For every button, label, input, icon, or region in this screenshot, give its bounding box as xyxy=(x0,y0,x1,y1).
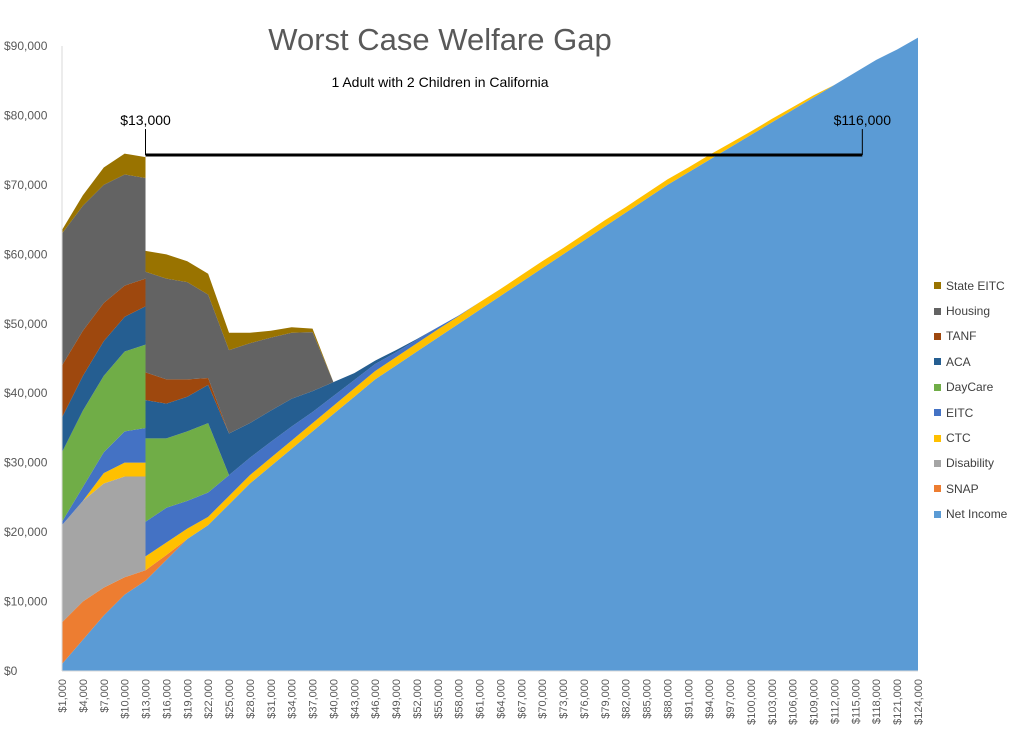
legend-label: Housing xyxy=(946,304,991,319)
legend-swatch xyxy=(934,358,941,366)
y-tick-label: $80,000 xyxy=(4,108,48,122)
legend-swatch xyxy=(934,485,941,493)
legend-item: DayCare xyxy=(934,375,1007,400)
x-tick-label: $112,000 xyxy=(829,679,841,724)
legend-label: EITC xyxy=(946,405,974,420)
y-tick-label: $40,000 xyxy=(4,386,48,400)
x-tick-label: $67,000 xyxy=(516,679,528,719)
legend-item: EITC xyxy=(934,400,1007,425)
legend-swatch xyxy=(934,434,941,442)
x-tick-label: $49,000 xyxy=(391,679,403,719)
legend-label: ACA xyxy=(946,354,971,369)
legend-label: SNAP xyxy=(946,481,979,496)
x-tick-label: $115,000 xyxy=(850,679,862,724)
legend-swatch xyxy=(934,307,941,315)
y-tick-label: $60,000 xyxy=(4,247,48,261)
x-tick-label: $58,000 xyxy=(454,679,466,719)
x-tick-label: $40,000 xyxy=(328,679,340,719)
area-tanf xyxy=(62,37,918,434)
x-tick-label: $37,000 xyxy=(308,679,320,719)
x-tick-label: $88,000 xyxy=(662,679,674,719)
x-tick-label: $121,000 xyxy=(892,679,904,725)
y-tick-label: $70,000 xyxy=(4,178,48,192)
chart-title: Worst Case Welfare Gap xyxy=(268,22,612,57)
x-tick-label: $85,000 xyxy=(642,679,654,719)
area-net-income xyxy=(62,37,918,671)
x-tick-label: $46,000 xyxy=(370,679,382,719)
y-tick-label: $20,000 xyxy=(4,525,48,539)
x-tick-label: $28,000 xyxy=(245,679,257,719)
legend-item: Housing xyxy=(934,298,1007,323)
legend-label: State EITC xyxy=(946,278,1005,293)
annotations: $13,000 $116,000 xyxy=(120,112,892,157)
legend-swatch xyxy=(934,383,941,391)
y-tick-label: $30,000 xyxy=(4,456,48,470)
x-tick-label: $13,000 xyxy=(141,679,153,719)
legend-item: ACA xyxy=(934,349,1007,374)
x-tick-label: $61,000 xyxy=(475,679,487,719)
x-tick-label: $109,000 xyxy=(809,679,821,725)
x-tick-label: $16,000 xyxy=(161,679,173,719)
chart-legend: State EITC Housing TANF ACA DayCare EITC CTC Di… xyxy=(934,273,1007,527)
x-tick-label: $1,000 xyxy=(57,679,69,713)
legend-label: CTC xyxy=(946,431,971,446)
legend-item: Net Income xyxy=(934,502,1007,527)
legend-label: Net Income xyxy=(946,507,1008,522)
x-tick-label: $31,000 xyxy=(266,679,278,719)
legend-swatch xyxy=(934,510,941,518)
area-daycare xyxy=(62,37,918,522)
legend-swatch xyxy=(934,409,941,417)
x-tick-label: $43,000 xyxy=(349,679,361,719)
x-tick-label: $97,000 xyxy=(725,679,737,719)
stacked-areas xyxy=(62,37,918,671)
x-tick-label: $25,000 xyxy=(224,679,236,719)
annotation-label: $13,000 xyxy=(120,112,171,128)
y-tick-label: $10,000 xyxy=(4,595,48,609)
axes: $0 $10,000 $20,000 $30,000 $40,000 $50,000 $60… xyxy=(4,39,925,725)
x-tick-label: $91,000 xyxy=(683,679,695,719)
x-tick-label: $94,000 xyxy=(704,679,716,719)
legend-label: DayCare xyxy=(946,380,994,395)
x-tick-label: $79,000 xyxy=(600,679,612,719)
y-tick-label: $90,000 xyxy=(4,39,48,53)
x-tick-label: $10,000 xyxy=(120,679,132,719)
x-tick-label: $7,000 xyxy=(99,679,111,713)
legend-label: Disability xyxy=(946,456,995,471)
x-tick-label: $4,000 xyxy=(78,679,90,713)
x-tick-label: $64,000 xyxy=(495,679,507,719)
x-tick-label: $82,000 xyxy=(621,679,633,719)
legend-item: CTC xyxy=(934,425,1007,450)
legend-swatch xyxy=(934,282,941,290)
x-tick-label: $118,000 xyxy=(871,679,883,724)
x-tick-label: $76,000 xyxy=(579,679,591,719)
annotation-label: $116,000 xyxy=(834,112,892,128)
y-tick-label: $0 xyxy=(4,664,18,678)
x-tick-label: $70,000 xyxy=(537,679,549,719)
x-tick-label: $106,000 xyxy=(788,679,800,725)
legend-item: TANF xyxy=(934,324,1007,349)
legend-item: State EITC xyxy=(934,273,1007,298)
x-tick-label: $124,000 xyxy=(913,679,925,725)
legend-item: Disability xyxy=(934,451,1007,476)
x-tick-label: $22,000 xyxy=(203,679,215,719)
legend-item: SNAP xyxy=(934,476,1007,501)
legend-swatch xyxy=(934,459,941,467)
legend-label: TANF xyxy=(946,329,977,344)
y-tick-label: $50,000 xyxy=(4,317,48,331)
x-tick-label: $103,000 xyxy=(767,679,779,725)
x-tick-label: $34,000 xyxy=(287,679,299,719)
legend-swatch xyxy=(934,332,941,340)
x-tick-label: $55,000 xyxy=(433,679,445,719)
x-tick-label: $73,000 xyxy=(558,679,570,719)
area-aca xyxy=(62,37,918,476)
x-tick-label: $19,000 xyxy=(182,679,194,719)
x-tick-label: $100,000 xyxy=(746,679,758,725)
chart-subtitle: 1 Adult with 2 Children in California xyxy=(331,74,549,90)
x-tick-label: $52,000 xyxy=(412,679,424,719)
